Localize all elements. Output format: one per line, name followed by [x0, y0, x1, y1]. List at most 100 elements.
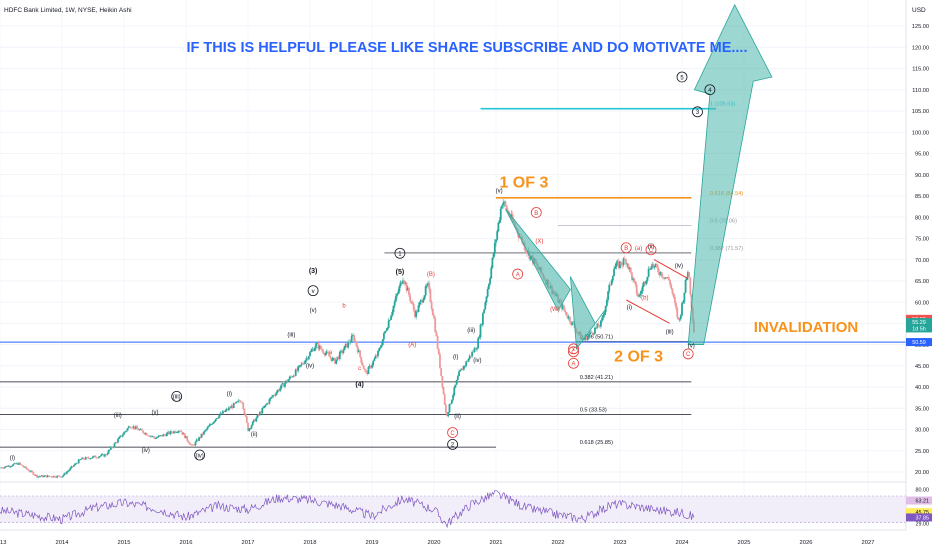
chart-annotation: 2 OF 3: [614, 349, 663, 366]
candle-body: [225, 408, 228, 411]
wave-label: (i): [227, 392, 232, 398]
wedge-bottom-line: [625, 299, 670, 324]
candle-body: [658, 272, 661, 275]
candle-body: [211, 423, 214, 425]
candle-body: [496, 231, 499, 240]
y-tick-label: 95.00: [915, 152, 929, 158]
candle-body: [220, 412, 223, 414]
candle-body: [690, 294, 693, 308]
candle-body: [330, 357, 333, 362]
candle-body: [30, 470, 32, 472]
wave-label: (A): [408, 342, 416, 348]
candle-body: [493, 242, 496, 254]
candle-body: [87, 457, 90, 459]
candle-body: [425, 285, 428, 287]
candle-body: [101, 454, 104, 455]
candle-body: [64, 473, 67, 474]
candle-body: [180, 430, 183, 432]
candle-body: [162, 434, 165, 437]
candle-body: [123, 432, 125, 435]
candle-body: [90, 457, 93, 459]
candle-body: [62, 475, 65, 477]
candle-body: [288, 376, 291, 380]
candle-body: [408, 287, 410, 296]
candle-body: [473, 347, 476, 352]
x-tick-label: 2019: [366, 540, 379, 546]
candle-body: [571, 321, 574, 325]
candle-body: [260, 412, 263, 414]
candle-body: [334, 357, 336, 364]
candle-body: [419, 299, 422, 303]
candle-body: [471, 351, 474, 357]
candle-body: [524, 250, 527, 252]
candle-body: [616, 261, 619, 263]
candle-body: [222, 410, 224, 414]
candle-body: [476, 348, 478, 350]
decline-arrow-body: [504, 208, 571, 312]
candle-body: [280, 384, 283, 389]
candle-body: [102, 454, 105, 457]
candle-body: [687, 272, 689, 278]
candle-body: [450, 399, 453, 404]
grid-layer: [0, 25, 906, 473]
candle-body: [391, 312, 394, 316]
y-tick-label: 105.00: [912, 109, 929, 115]
candle-body: [167, 431, 170, 434]
candle-body: [564, 309, 567, 312]
candle-body: [315, 343, 317, 349]
candle-body: [309, 352, 311, 357]
candle-body: [47, 475, 50, 477]
candle-body: [86, 457, 88, 458]
candle-body: [675, 302, 677, 309]
candle-body: [610, 280, 613, 285]
candle-body: [392, 305, 395, 313]
candle-body: [44, 475, 47, 477]
wave-label-circle: [645, 244, 657, 256]
candle-body: [175, 432, 178, 434]
candle-body: [303, 363, 305, 365]
rsi-pane: [0, 481, 906, 529]
candle-body: [681, 303, 683, 316]
candle-body: [120, 435, 123, 437]
candle-body: [397, 291, 400, 294]
candle-body: [150, 435, 153, 437]
wave-label-circle: [512, 268, 524, 280]
candle-body: [526, 251, 528, 254]
candle-body: [648, 268, 651, 270]
candle-body: [468, 355, 471, 359]
candle-body: [130, 427, 133, 429]
candle-body: [346, 343, 348, 348]
candle-body: [301, 363, 304, 365]
wave-label: A: [571, 362, 575, 368]
candle-body: [186, 436, 189, 441]
candle-body: [605, 299, 608, 306]
candle-body: [241, 402, 243, 404]
y-tick-label: 35.00: [915, 406, 929, 412]
wave-label-circle: [676, 71, 688, 83]
candle-body: [264, 404, 267, 406]
candle-body: [9, 466, 12, 468]
candle-body: [219, 412, 222, 416]
candle-body: [460, 368, 463, 371]
candle-body: [365, 370, 367, 373]
candle-body: [179, 430, 181, 432]
candle-body: [194, 441, 197, 446]
candle-body: [424, 286, 427, 296]
candle-body: [193, 444, 196, 446]
candle-body: [449, 403, 452, 405]
time-axis-panel: [0, 530, 906, 550]
candle-body: [20, 464, 23, 466]
candle-body: [490, 267, 493, 279]
candle-body: [152, 436, 155, 438]
candle-body: [629, 267, 632, 273]
candle-body: [611, 276, 614, 281]
candle-body: [631, 272, 633, 280]
candle-body: [416, 310, 419, 313]
candle-body: [137, 428, 140, 431]
candle-body: [678, 318, 681, 320]
wave-label: C: [649, 248, 654, 254]
candle-body: [492, 253, 495, 258]
candle-body: [398, 286, 401, 292]
candle-body: [368, 365, 371, 368]
